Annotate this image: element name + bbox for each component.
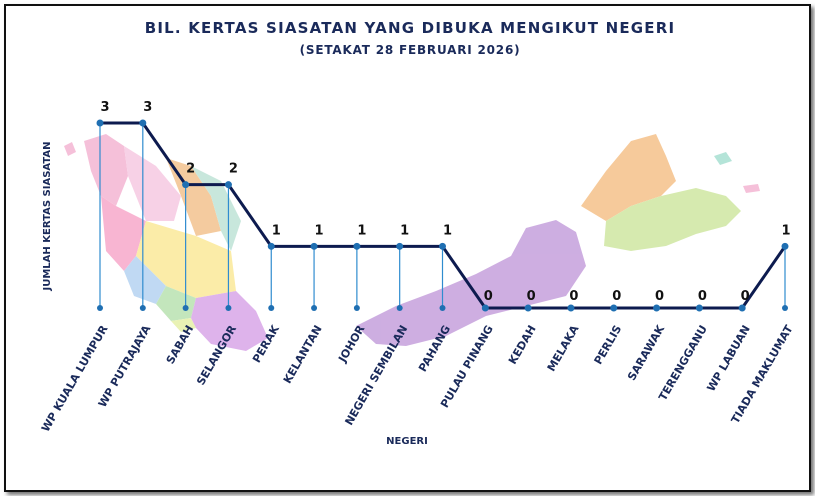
- point-tiada-maklumat: [781, 242, 789, 250]
- data-label-negeri-sembilan: 1: [400, 223, 409, 238]
- point-perlis: [610, 304, 618, 312]
- data-label-sabah: 2: [186, 162, 195, 177]
- map-labuan: [714, 152, 732, 165]
- point-wp-putrajaya: [139, 119, 147, 127]
- point-wp-labuan: [738, 304, 746, 312]
- data-label-johor: 1: [357, 223, 366, 238]
- map-sabah-west: [581, 134, 676, 221]
- base-dot-johor: [353, 305, 360, 311]
- point-negeri-sembilan: [396, 242, 404, 250]
- tick-label-melaka: MELAKA: [545, 323, 582, 374]
- base-dot-perak: [268, 305, 275, 311]
- point-wp-kuala-lumpur: [96, 119, 104, 127]
- base-dot-tiada-maklumat: [782, 305, 788, 311]
- base-dot-wp-kuala-lumpur: [97, 305, 103, 311]
- map-sabah-east: [604, 188, 741, 251]
- map-kelantan: [124, 146, 181, 221]
- data-label-selangor: 2: [229, 162, 238, 177]
- map-penang: [64, 142, 76, 156]
- point-sarawak: [653, 304, 661, 312]
- data-label-pulau-pinang: 0: [484, 289, 493, 304]
- tick-label-sarawak: SARAWAK: [625, 323, 667, 383]
- tick-label-kedah: KEDAH: [506, 323, 539, 367]
- base-dot-sabah: [182, 305, 189, 311]
- map-small-island: [743, 184, 760, 193]
- data-label-kelantan: 1: [315, 223, 324, 238]
- tick-label-perlis: PERLIS: [592, 323, 625, 367]
- map-selangor: [124, 256, 166, 304]
- chart-title: BIL. KERTAS SIASATAN YANG DIBUKA MENGIKU…: [145, 19, 676, 37]
- data-labels: 3 3 2 2 1 1 1 1 1 0 0 0 0 0 0 0 1: [100, 100, 790, 304]
- data-label-pahang: 1: [443, 223, 452, 238]
- data-label-wp-labuan: 0: [741, 289, 750, 304]
- base-dot-pahang: [439, 305, 446, 311]
- data-label-tiada-maklumat: 1: [781, 223, 790, 238]
- map-melaka: [171, 318, 196, 332]
- tick-label-kelantan: KELANTAN: [281, 323, 325, 386]
- data-label-terengganu: 0: [698, 289, 707, 304]
- data-label-melaka: 0: [569, 289, 578, 304]
- chart-frame: BIL. KERTAS SIASATAN YANG DIBUKA MENGIKU…: [4, 4, 811, 492]
- data-markers: [96, 119, 789, 312]
- point-perak: [267, 242, 275, 250]
- base-dot-kelantan: [311, 305, 318, 311]
- data-label-perlis: 0: [612, 289, 621, 304]
- tick-label-terengganu: TERENGGANU: [656, 323, 710, 403]
- chart-svg: BIL. KERTAS SIASATAN YANG DIBUKA MENGIKU…: [39, 19, 796, 447]
- y-axis-label: JUMLAH KERTAS SIASATAN: [42, 141, 53, 291]
- point-selangor: [224, 181, 232, 189]
- data-label-wp-kuala-lumpur: 3: [100, 100, 109, 115]
- point-melaka: [567, 304, 575, 312]
- tick-label-wp-kuala-lumpur: WP KUALA LUMPUR: [39, 323, 111, 435]
- map-perlis-kedah: [84, 134, 128, 206]
- point-johor: [353, 242, 361, 250]
- map-sarawak: [356, 220, 586, 346]
- point-sabah: [182, 181, 190, 189]
- data-label-kedah: 0: [527, 289, 536, 304]
- point-pahang: [439, 242, 446, 250]
- base-dot-negeri-sembilan: [396, 305, 403, 311]
- data-label-sarawak: 0: [655, 289, 664, 304]
- x-axis-label: NEGERI: [386, 436, 428, 447]
- data-label-perak: 1: [272, 223, 281, 238]
- tick-label-wp-labuan: WP LABUAN: [704, 323, 752, 394]
- map-johor: [191, 291, 268, 351]
- chart-subtitle: (SETAKAT 28 FEBRUARI 2026): [300, 43, 521, 57]
- point-terengganu: [695, 304, 703, 312]
- data-label-wp-putrajaya: 3: [143, 100, 152, 115]
- malaysia-map-background: [64, 134, 760, 351]
- tick-label-johor: JOHOR: [335, 323, 367, 366]
- base-dot-wp-putrajaya: [139, 305, 146, 311]
- map-perak: [101, 196, 146, 271]
- point-kedah: [524, 304, 532, 312]
- base-dot-selangor: [225, 305, 232, 311]
- point-pulau-pinang: [481, 304, 489, 312]
- point-kelantan: [310, 242, 318, 250]
